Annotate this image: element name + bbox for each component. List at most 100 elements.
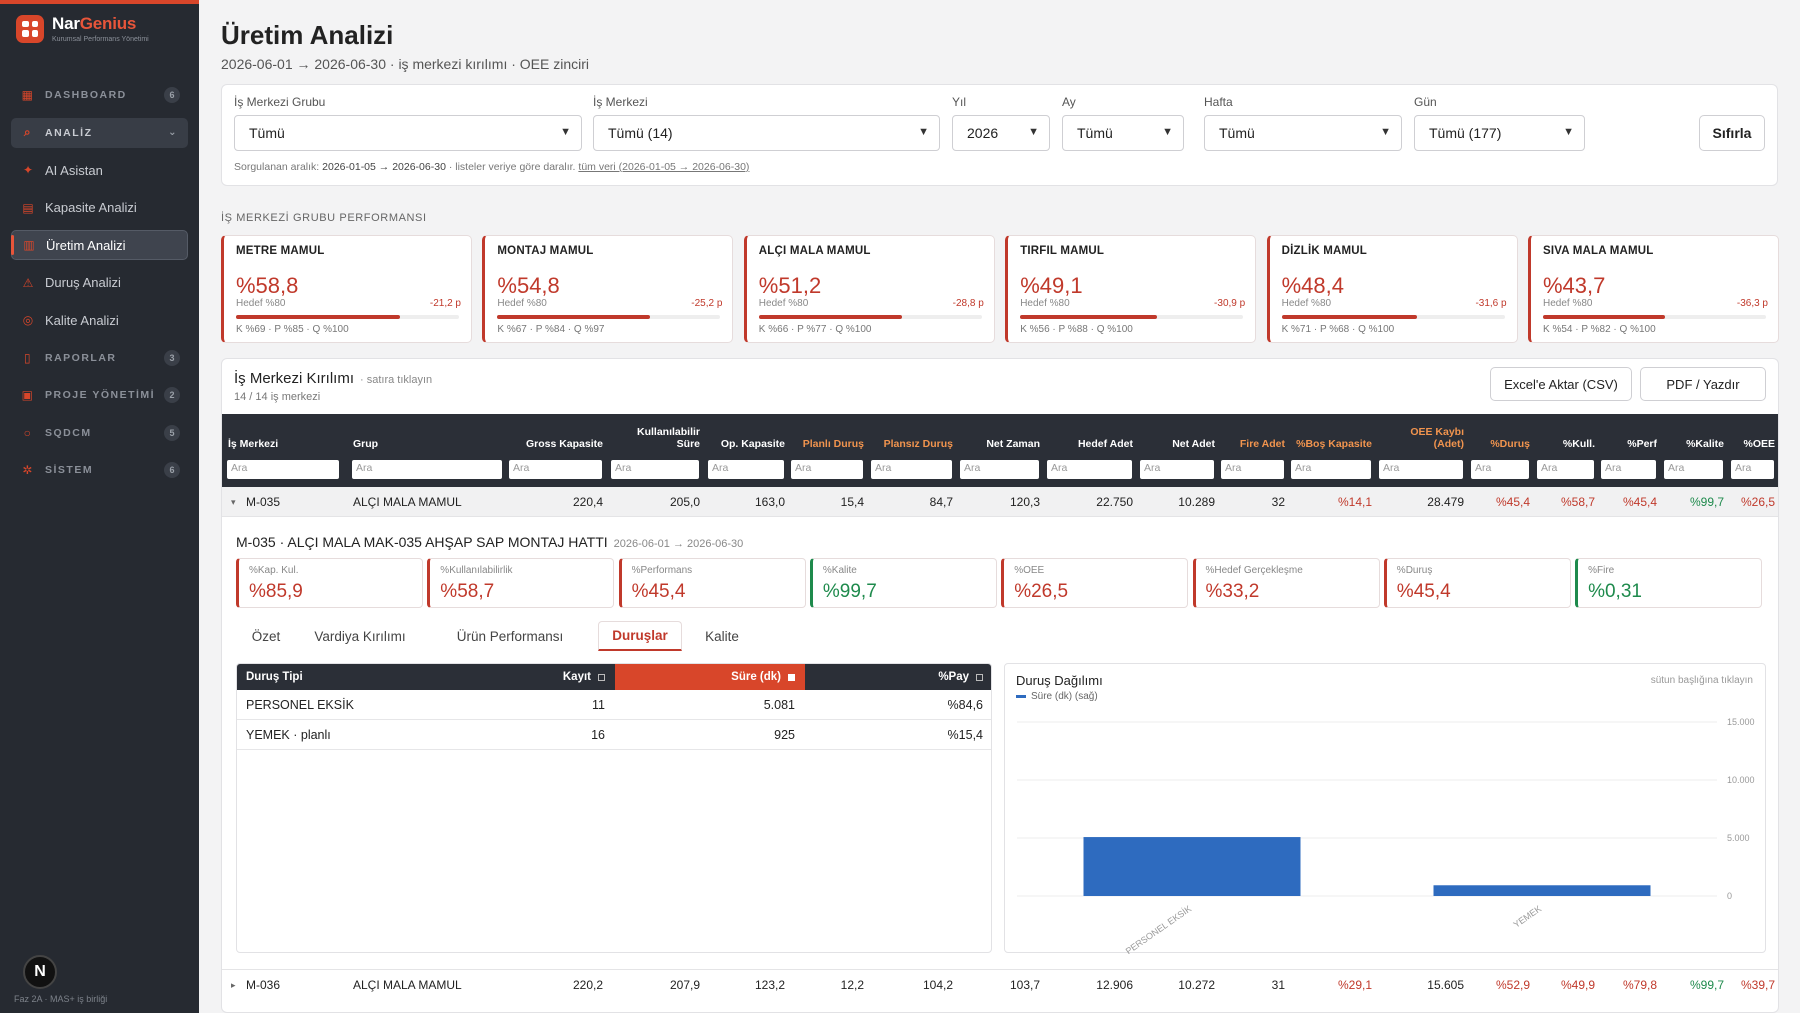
tab-kalite[interactable]: Kalite <box>705 628 739 644</box>
kpi-value: %26,5 <box>1014 581 1069 602</box>
filter-week-select[interactable]: Tümü ▼ <box>1204 115 1402 151</box>
column-header[interactable]: Net Adet <box>1172 437 1215 450</box>
downtime-row[interactable]: YEMEK · planlı 16 925 %15,4 <box>237 720 991 750</box>
sort-icon <box>598 673 605 681</box>
all-data-link[interactable]: tüm veri (2026-01-05 → 2026-06-30) <box>578 161 750 173</box>
sidebar-item-sqdcm[interactable]: ○ SQDCM 5 <box>11 418 188 448</box>
column-filter-input[interactable]: Ara <box>509 460 602 479</box>
group-progress-bar <box>497 315 721 319</box>
column-filter-input[interactable]: Ara <box>1047 460 1132 479</box>
filter-day-select[interactable]: Tümü (177) ▼ <box>1414 115 1585 151</box>
column-header[interactable]: Fire Adet <box>1239 437 1285 450</box>
export-csv-button[interactable]: Excel'e Aktar (CSV) <box>1490 367 1632 401</box>
column-filter-input[interactable]: Ara <box>708 460 784 479</box>
column-filter-input[interactable]: Ara <box>227 460 339 479</box>
sidebar-item-kalite-analizi[interactable]: ◎ Kalite Analizi <box>11 305 188 335</box>
sidebar: NarGenius Kurumsal Performans Yönetimi ▦… <box>0 0 199 1013</box>
column-header[interactable]: %Duruş <box>1490 437 1530 450</box>
column-header[interactable]: Hedef Adet <box>1077 437 1133 450</box>
column-header[interactable]: Grup <box>353 437 379 450</box>
table-row[interactable]: ▾ M-035 ALÇI MALA MAMUL 220,4 205,0 163,0 15,4… <box>222 487 1778 517</box>
column-filter-input[interactable]: Ara <box>791 460 863 479</box>
column-header[interactable]: %Boş Kapasite <box>1296 437 1372 450</box>
chevron-down-icon[interactable]: ⌄ <box>168 127 178 138</box>
group-card[interactable]: ALÇI MALA MAMUL %51,2 Hedef %80 -28,8 p K %6… <box>743 235 995 343</box>
brand[interactable]: NarGenius Kurumsal Performans Yönetimi <box>16 14 149 43</box>
filter-center-select[interactable]: Tümü (14) ▼ <box>593 115 940 151</box>
column-filter-input[interactable]: Ara <box>1221 460 1284 479</box>
brand-logo-icon <box>16 14 44 43</box>
filter-month-select[interactable]: Tümü ▼ <box>1062 115 1184 151</box>
column-filter-input[interactable]: Ara <box>1537 460 1594 479</box>
sidebar-item-kapasite-analizi[interactable]: ▤ Kapasite Analizi <box>11 193 188 223</box>
reset-button[interactable]: Sıfırla <box>1699 115 1765 151</box>
warning-icon: ⚠ <box>22 275 34 290</box>
table-cell: 84,7 <box>929 495 953 509</box>
column-filter-input[interactable]: Ara <box>611 460 699 479</box>
sidebar-item-raporlar[interactable]: ▯ RAPORLAR 3 <box>11 343 188 373</box>
sidebar-item-ai-asistan[interactable]: ✦ AI Asistan <box>11 155 188 185</box>
gear-icon: ✲ <box>22 463 34 477</box>
filter-year-select[interactable]: 2026 ▼ <box>952 115 1050 151</box>
downtime-column-header[interactable]: Duruş Tipi <box>237 664 537 690</box>
sidebar-item-duru-analizi[interactable]: ⚠ Duruş Analizi <box>11 268 188 298</box>
bar[interactable] <box>1083 837 1301 896</box>
avatar[interactable]: N <box>23 955 57 989</box>
downtime-cell: 5.081 <box>763 698 795 712</box>
sidebar-item-si-stem[interactable]: ✲ SİSTEM 6 <box>11 455 188 485</box>
column-label: Duruş Tipi <box>246 671 303 683</box>
column-filter-input[interactable]: Ara <box>352 460 502 479</box>
group-card[interactable]: METRE MAMUL %58,8 Hedef %80 -21,2 p K %69 · … <box>221 235 472 343</box>
column-header[interactable]: Plansız Duruş <box>883 437 953 450</box>
group-card[interactable]: TIRFIL MAMUL %49,1 Hedef %80 -30,9 p K %56 ·… <box>1005 235 1257 343</box>
group-target: Hedef %80 <box>758 298 809 309</box>
column-header[interactable]: Net Zaman <box>986 437 1040 450</box>
column-filter-input[interactable]: Ara <box>960 460 1039 479</box>
column-filter-input[interactable]: Ara <box>1379 460 1463 479</box>
sidebar-item-anali-z[interactable]: ⌕ ANALİZ ⌄ <box>11 117 188 148</box>
downtime-column-header[interactable]: Kayıt <box>537 664 615 690</box>
table-cell: 220,2 <box>572 978 603 992</box>
column-filter-input[interactable]: Ara <box>871 460 952 479</box>
column-filter-input[interactable]: Ara <box>1471 460 1529 479</box>
downtime-row[interactable]: PERSONEL EKSİK 11 5.081 %84,6 <box>237 690 991 720</box>
column-header[interactable]: %OEE <box>1743 437 1775 450</box>
kpi-label: %Performans <box>631 565 693 576</box>
column-header[interactable]: Kullanılabilir Süre <box>636 425 700 450</box>
table-row[interactable]: ▸ M-036 ALÇI MALA MAMUL 220,2 207,9 123,2 12,2… <box>222 969 1778 999</box>
column-filter-input[interactable]: Ara <box>1140 460 1214 479</box>
row-expand-icon[interactable]: ▾ <box>231 497 236 507</box>
group-card[interactable]: DİZLİK MAMUL %48,4 Hedef %80 -31,6 p K %71 ·… <box>1266 235 1518 343</box>
column-header[interactable]: %Perf <box>1627 437 1657 450</box>
tab--zet[interactable]: Özet <box>251 628 281 644</box>
sidebar-item--retim-analizi[interactable]: ▥ Üretim Analizi <box>11 230 188 260</box>
tab-duru-lar[interactable]: Duruşlar <box>598 621 682 651</box>
column-header[interactable]: %Kull. <box>1562 437 1595 450</box>
tab--r-n-performans-[interactable]: Ürün Performansı <box>456 628 564 644</box>
bar[interactable] <box>1433 885 1651 896</box>
column-filter-input[interactable]: Ara <box>1731 460 1774 479</box>
downtime-column-header[interactable]: %Pay <box>805 664 991 690</box>
column-header[interactable]: Planlı Duruş <box>802 437 864 450</box>
sidebar-item-label: SİSTEM <box>45 464 94 476</box>
column-filter-input[interactable]: Ara <box>1291 460 1371 479</box>
filter-group-select[interactable]: Tümü ▼ <box>234 115 582 151</box>
group-progress-fill <box>497 315 651 319</box>
column-header[interactable]: İş Merkezi <box>228 437 279 450</box>
sidebar-item-count: 5 <box>164 424 180 441</box>
group-target: Hedef %80 <box>497 298 547 309</box>
column-header[interactable]: OEE Kaybı (Adet) <box>1410 425 1464 450</box>
group-card[interactable]: MONTAJ MAMUL %54,8 Hedef %80 -25,2 p K %67 ·… <box>482 235 734 343</box>
column-filter-input[interactable]: Ara <box>1664 460 1723 479</box>
column-header[interactable]: Op. Kapasite <box>720 437 785 450</box>
export-pdf-button[interactable]: PDF / Yazdır <box>1640 367 1766 401</box>
sidebar-item-proje-y-neti-mi-[interactable]: ▣ PROJE YÖNETİMİ 2 <box>11 380 188 410</box>
group-card[interactable]: SIVA MALA MAMUL %43,7 Hedef %80 -36,3 p K %5… <box>1528 235 1779 343</box>
tab-vardiya-k-r-l-m-[interactable]: Vardiya Kırılımı <box>314 628 406 644</box>
column-filter-input[interactable]: Ara <box>1601 460 1656 479</box>
column-header[interactable]: Gross Kapasite <box>525 437 603 450</box>
column-header[interactable]: %Kalite <box>1686 437 1724 450</box>
downtime-column-header[interactable]: Süre (dk) <box>615 664 805 690</box>
row-expand-icon[interactable]: ▸ <box>231 980 236 990</box>
sidebar-item-dashboard[interactable]: ▦ DASHBOARD 6 <box>11 80 188 110</box>
